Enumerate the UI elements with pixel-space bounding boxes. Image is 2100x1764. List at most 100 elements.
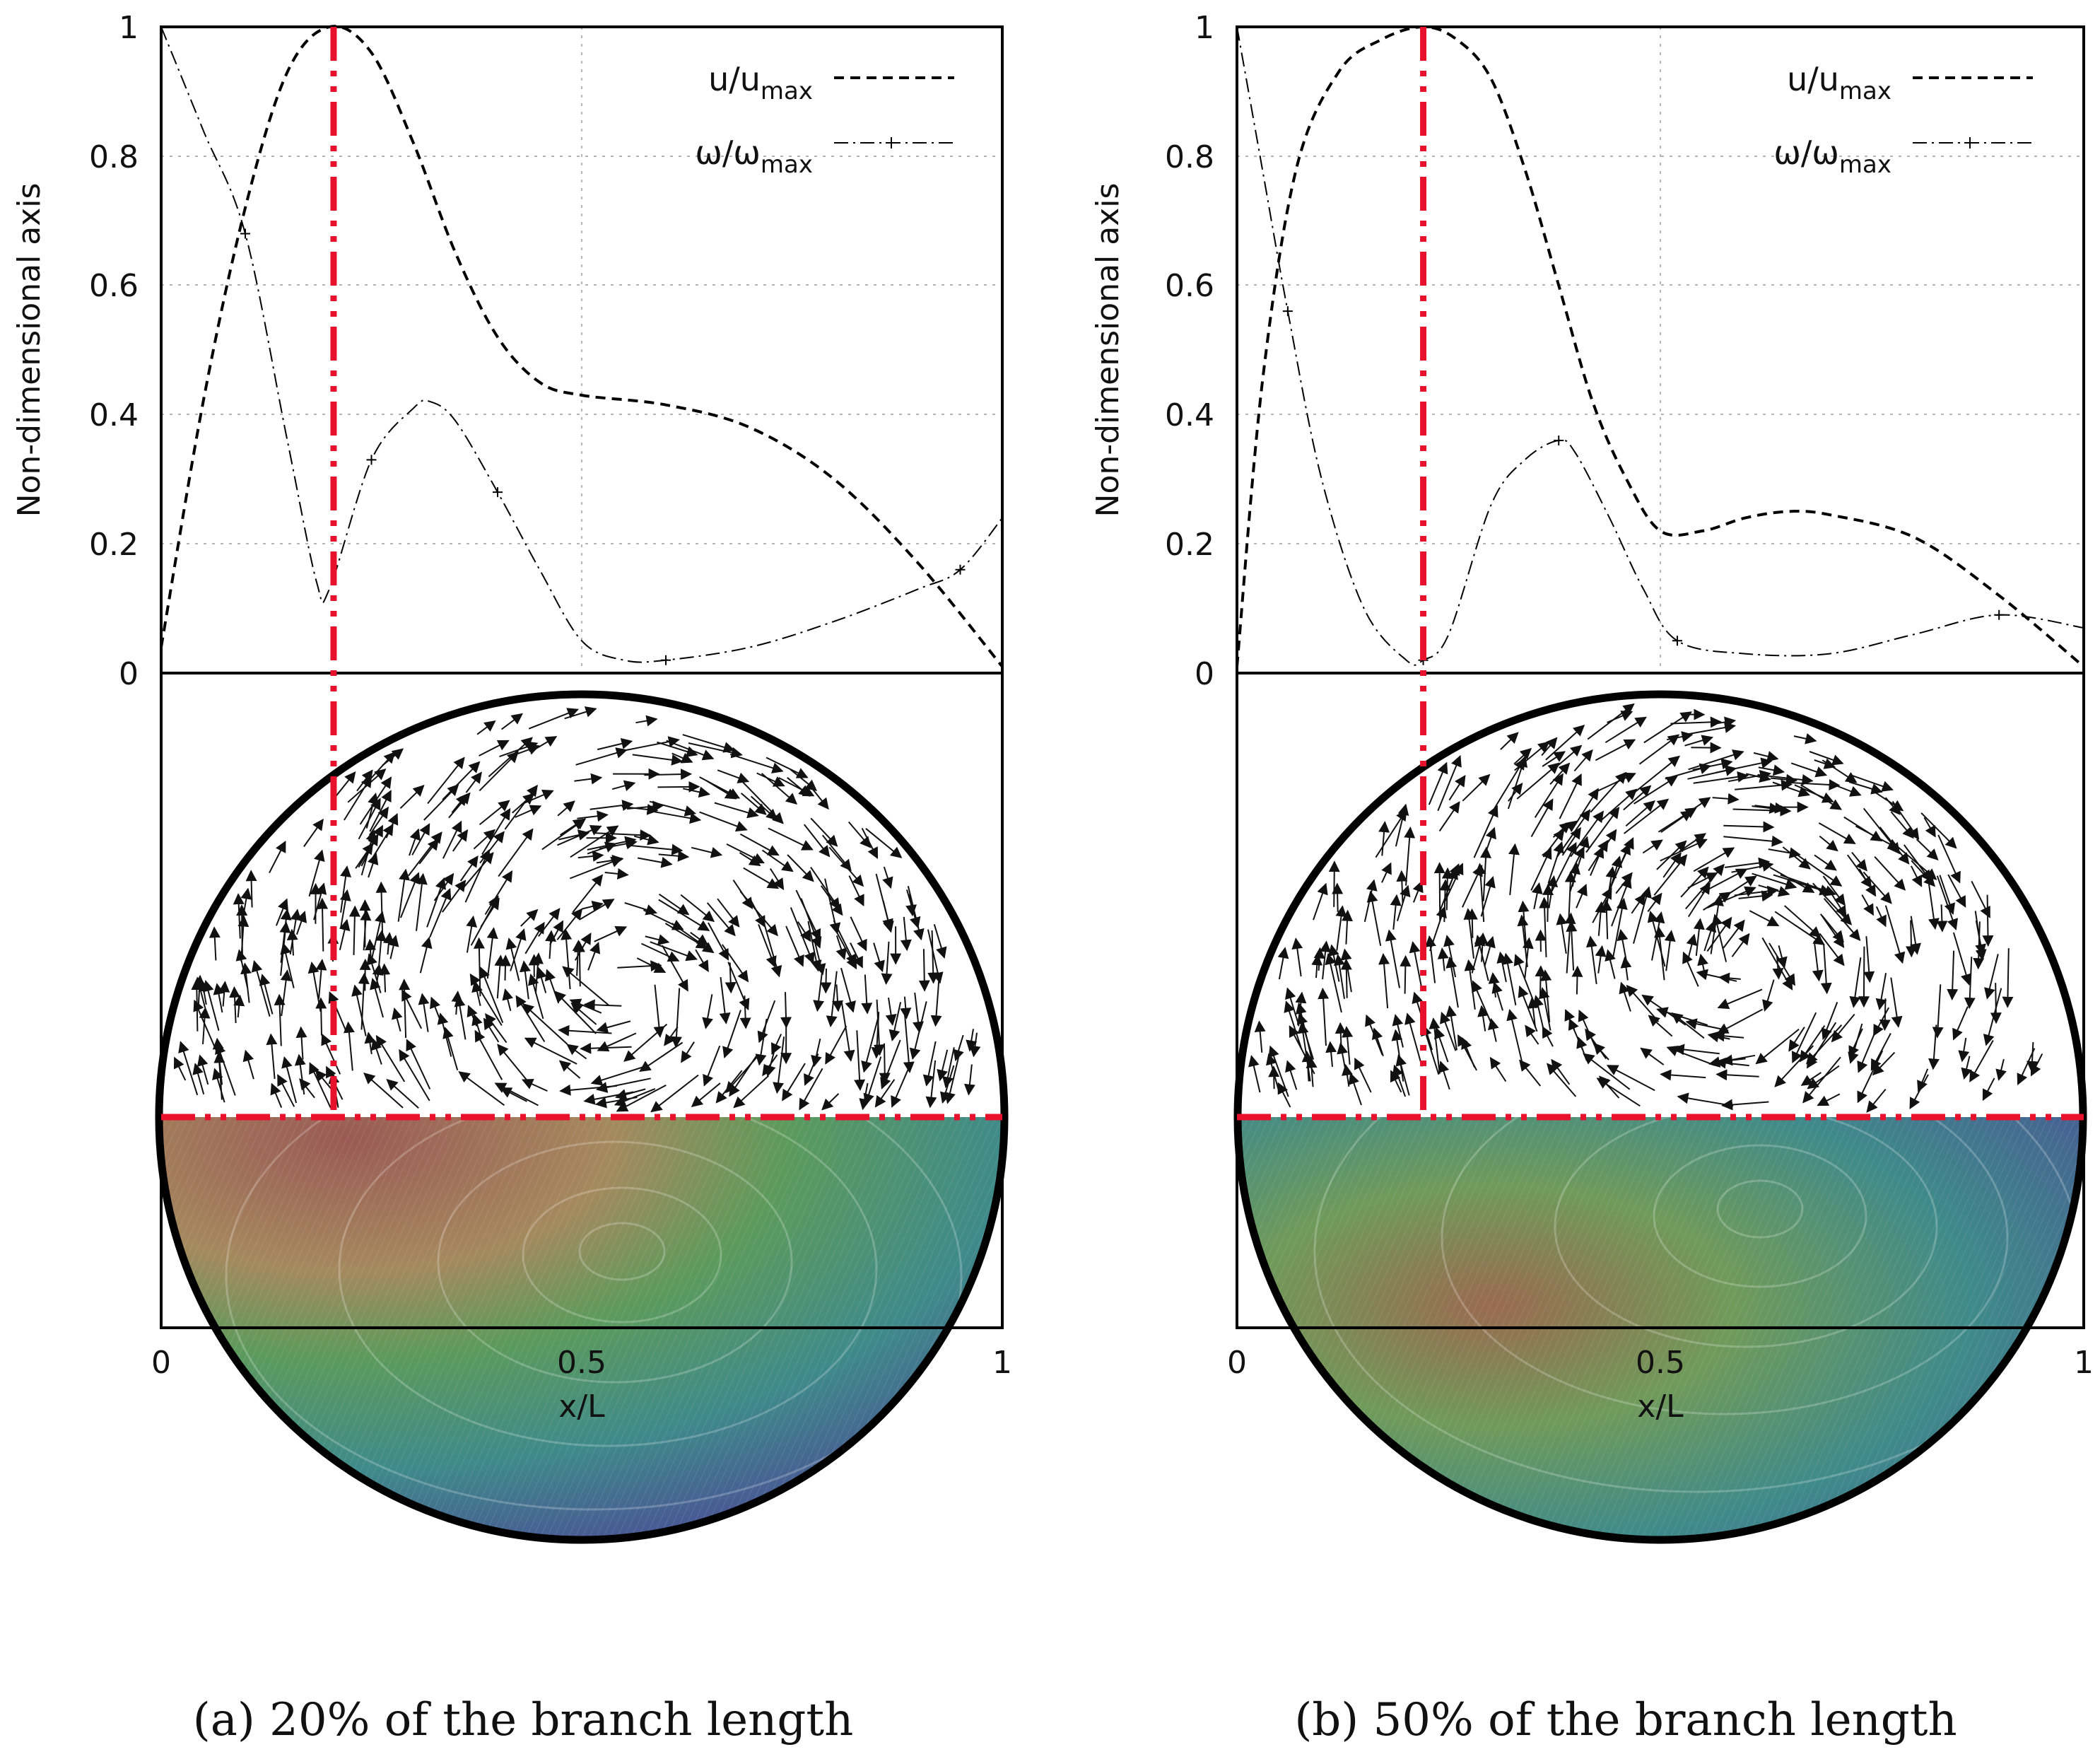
panel-a-velocity-arrow: [408, 831, 442, 877]
panel-a-velocity-arrow: [451, 793, 468, 814]
panel-a-velocity-arrow: [245, 870, 257, 908]
panel-a-velocity-arrow: [391, 1007, 403, 1032]
panel-b-velocity-arrow: [1648, 1015, 1673, 1037]
panel-b-velocity-arrow: [1545, 725, 1585, 761]
panel-b-velocity-arrow: [1466, 908, 1478, 938]
panel-b-velocity-arrow: [1578, 1010, 1597, 1049]
panel-a-velocity-arrow: [927, 930, 939, 984]
panel-b-velocity-arrow: [1445, 956, 1459, 1008]
panel-a-velocity-arrow: [500, 1087, 527, 1102]
panel-a-velocity-arrow: [212, 1068, 225, 1103]
panel-a-velocity-arrow: [653, 984, 665, 1038]
panel-b-velocity-arrow: [1277, 947, 1289, 980]
panel-b-velocity-arrow: [1547, 1063, 1577, 1097]
panel-a-velocity-arrow: [570, 1003, 597, 1025]
panel-b-velocity-arrow: [1335, 905, 1347, 951]
panel-b-velocity-arrow: [1923, 817, 1936, 838]
panel-b-velocity-arrow: [1932, 984, 1944, 1039]
panel-a-velocity-arrow: [594, 925, 628, 942]
panel-a-velocity-arrow: [191, 979, 203, 1032]
panel-b-velocity-arrow: [1697, 953, 1708, 979]
panel-b-velocity-arrow: [1277, 1082, 1291, 1108]
panel-a-velocity-arrow: [913, 992, 924, 1034]
panel-b-velocity-arrow: [1539, 896, 1551, 957]
panel-b-velocity-arrow: [1596, 1077, 1641, 1107]
panel-a-velocity-arrow: [309, 1062, 332, 1109]
panel-b-velocity-arrow: [1311, 954, 1323, 979]
panel-b-velocity-arrow: [1333, 954, 1345, 999]
panel-a-velocity-arrow: [633, 834, 659, 846]
panel-a-velocity-arrow: [682, 786, 710, 798]
panel-b-velocity-arrow: [1477, 1005, 1489, 1032]
panel-a-velocity-arrow: [614, 1087, 656, 1106]
panel-b-velocity-arrow: [1851, 851, 1867, 872]
panel-a-velocity-arrow: [799, 1068, 823, 1111]
panel-b-velocity-arrow: [1619, 981, 1631, 1012]
panel-a-velocity-arrow: [848, 875, 864, 907]
panel-a-velocity-arrow: [771, 1034, 782, 1055]
panel-b-velocity-arrow: [1667, 731, 1694, 742]
panel-a-velocity-arrow: [416, 872, 428, 931]
panel-b-velocity-arrow: [1340, 948, 1352, 993]
panel-b-velocity-arrow: [1768, 847, 1801, 859]
panel-b-velocity-arrow: [1571, 846, 1585, 872]
panel-b-velocity-arrow: [1395, 803, 1409, 847]
panel-b-velocity-arrow: [1990, 983, 2002, 1024]
panel-b-velocity-arrow: [1684, 735, 1714, 747]
panel-b-velocity-arrow: [1984, 954, 1999, 1000]
panel-b-velocity-arrow: [1718, 972, 1741, 984]
panel-a-series-omega-line: [160, 26, 1003, 663]
panel-b-velocity-arrow: [1875, 906, 1887, 928]
panel-a-velocity-arrow: [599, 838, 638, 850]
panel-b-velocity-arrow: [1573, 749, 1593, 772]
panel-a-velocity-arrow: [596, 854, 624, 866]
panel-a-velocity-arrow: [733, 1075, 769, 1109]
panel-b-velocity-arrow: [1506, 1008, 1523, 1063]
panel-a-velocity-arrow: [196, 1054, 209, 1085]
panel-b-velocity-arrow: [1542, 1026, 1554, 1047]
panel-b-velocity-arrow: [1807, 1065, 1840, 1090]
panel-b-ytick: 0.6: [1165, 268, 1214, 304]
panel-a-velocity-arrow: [277, 1074, 295, 1107]
panel-b-velocity-arrow: [1531, 882, 1543, 909]
panel-b-grid: [1237, 26, 2084, 673]
panel-a-velocity-arrow: [739, 852, 761, 866]
panel-b-velocity-arrow: [1325, 952, 1342, 1013]
panel-b-velocity-arrow: [1385, 929, 1400, 988]
panel-a-velocity-arrow: [386, 1079, 419, 1109]
panel-b-velocity-arrow: [1793, 733, 1817, 744]
panel-b-velocity-arrow: [1973, 921, 1985, 970]
panel-a-velocity-arrow: [470, 895, 499, 946]
panel-b-omega-point: [1282, 306, 1293, 317]
panel-b-velocity-arrow: [1875, 973, 1887, 1010]
panel-a-velocity-arrow: [925, 1060, 937, 1109]
panel-b-velocity-arrow: [1831, 783, 1862, 797]
panel-a-xtick: 0.5: [557, 1345, 606, 1381]
panel-b-velocity-arrow: [1863, 936, 1875, 983]
panel-a-velocity-arrow: [510, 928, 527, 971]
panel-b-velocity-arrow: [1843, 816, 1883, 842]
panel-a-velocity-arrow: [657, 741, 698, 757]
panel-b-velocity-arrow: [1873, 1007, 1889, 1036]
panel-a-velocity-arrow: [597, 738, 633, 751]
panel-a-velocity-arrow: [953, 1034, 964, 1062]
panel-b-velocity-arrow: [1306, 1056, 1318, 1087]
panel-a-velocity-arrow: [557, 800, 575, 817]
panel-b-velocity-arrow: [1437, 754, 1462, 812]
panel-b-velocity-arrow: [1780, 874, 1837, 896]
panel-a-velocity-arrow: [624, 901, 658, 916]
panel-b-velocity-arrow: [1428, 761, 1448, 805]
panel-b-velocity-arrow: [1758, 764, 1785, 776]
panel-a-velocity-arrow: [192, 1063, 205, 1094]
panel-b-frame: [1236, 25, 2085, 1329]
panel-b-velocity-arrow: [1378, 821, 1390, 856]
panel-a-velocity-arrow: [699, 811, 748, 832]
panel-b-velocity-arrow: [1710, 894, 1724, 954]
panel-b-velocity-arrow: [1947, 950, 1959, 1000]
panel-b-velocity-arrow: [1443, 935, 1457, 978]
panel-b-velocity-arrow: [1670, 716, 1722, 728]
panel-a-velocity-arrow: [483, 1017, 500, 1043]
panel-b-velocity-arrow: [1375, 809, 1407, 858]
panel-a-velocity-arrow: [561, 928, 573, 990]
panel-a-velocity-arrow: [433, 872, 454, 901]
